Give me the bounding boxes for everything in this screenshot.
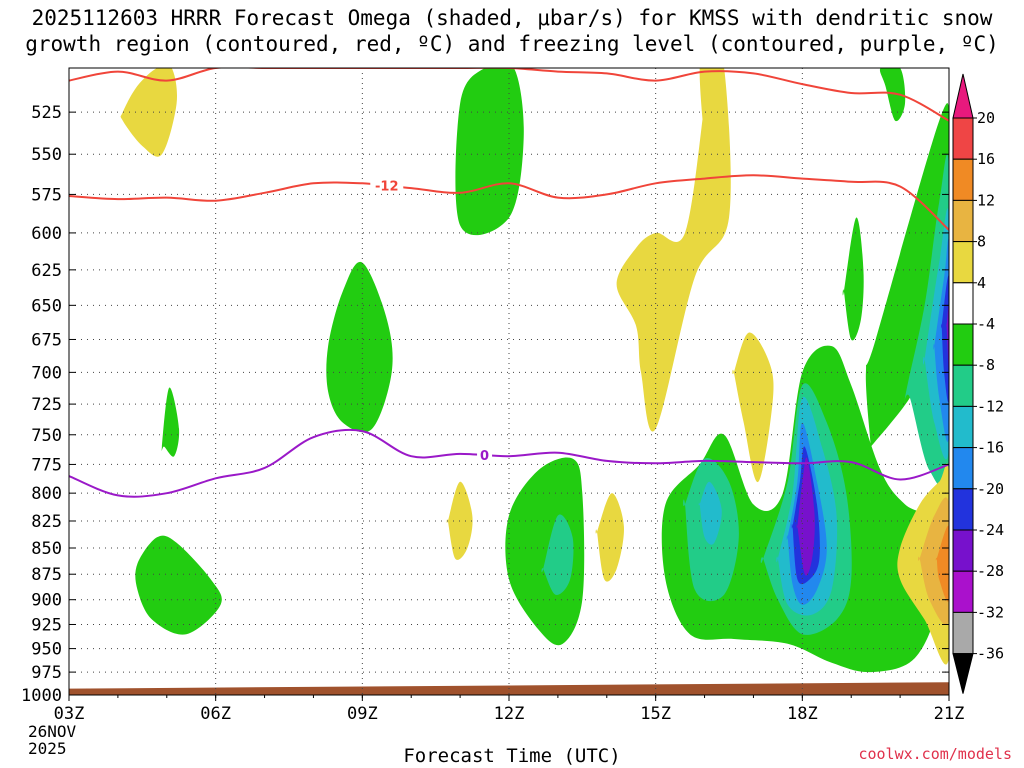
- colorbar-bin-4: [952, 241, 974, 284]
- contour-label-freezing_0C: 0: [480, 449, 489, 464]
- contour-dgz_-12C: [69, 174, 949, 231]
- colorbar-label--20: -20: [977, 480, 1004, 498]
- colorbar-bin-5: [952, 282, 974, 325]
- contour-label-bg-dgz_-12C: [370, 177, 404, 193]
- colorbar-label-8: 8: [977, 233, 986, 251]
- omega-pos2-21z: [918, 497, 949, 625]
- y-tick-label-900: 900: [31, 591, 62, 611]
- x-tick-label-03Z: 03Z: [54, 704, 85, 724]
- y-tick-label-650: 650: [31, 296, 62, 316]
- date-label-day: 26NOV: [28, 722, 77, 741]
- y-tick-label-625: 625: [31, 261, 62, 281]
- omega-neg-12z-low: [505, 457, 585, 646]
- colorbar-label-16: 16: [977, 150, 995, 168]
- y-tick-label-675: 675: [31, 330, 62, 350]
- x-tick-label-18Z: 18Z: [787, 704, 818, 724]
- omega-neg-05z-low: [135, 535, 222, 635]
- y-tick-label-775: 775: [31, 455, 62, 475]
- x-tick-label-09Z: 09Z: [347, 704, 378, 724]
- omega-neg3-16z: [698, 481, 722, 545]
- colorbar-label--8: -8: [977, 356, 995, 374]
- y-tick-label-750: 750: [31, 426, 62, 446]
- colorbar-bin-1: [952, 117, 974, 160]
- contour-labels: -12 0: [370, 177, 493, 464]
- colorbar-label--36: -36: [977, 645, 1004, 663]
- y-tick-label-800: 800: [31, 484, 62, 504]
- colorbar-label--12: -12: [977, 397, 1004, 415]
- x-tick-label-12Z: 12Z: [494, 704, 525, 724]
- colorbar-bin-13: [952, 611, 974, 655]
- omega-neg4-21z: [933, 239, 949, 442]
- x-tick-label-15Z: 15Z: [640, 704, 671, 724]
- omega-neg-19z-sliver: [842, 217, 864, 341]
- omega-neg-05z-small: [161, 387, 180, 457]
- colorbar-label-20: 20: [977, 109, 995, 127]
- omega-pos-17z: [732, 332, 774, 483]
- y-axis: 525 550 575 600 625 650 675 700 725 750 775 800 825 8…: [21, 103, 949, 706]
- omega-neg-20z-top: [879, 68, 906, 122]
- y-tick-label-875: 875: [31, 565, 62, 585]
- colorbar-label--32: -32: [977, 603, 1004, 621]
- colorbar-bin-6: [952, 323, 974, 366]
- colorbar-arrow-bottom: [952, 653, 974, 694]
- y-tick-label-950: 950: [31, 640, 62, 660]
- y-tick-label-975: 975: [31, 663, 62, 683]
- omega-neg2-12z: [541, 514, 574, 595]
- colorbar-bin-3: [952, 199, 974, 243]
- omega-neg6-21z: [946, 303, 949, 373]
- colorbar-label--24: -24: [977, 521, 1004, 539]
- chart-title-line-2: growth region (contoured, red, ºC) and f…: [25, 32, 999, 56]
- colorbar-bin-9: [952, 447, 974, 490]
- colorbar-bin-2: [952, 158, 974, 201]
- omega-pos3-21z: [935, 525, 949, 602]
- colorbar-bin-10: [952, 488, 974, 531]
- colorbar-label-12: 12: [977, 191, 995, 209]
- colorbar-label-4: 4: [977, 274, 986, 292]
- omega-neg-12z-top: [455, 68, 524, 236]
- omega-neg6-18z: [796, 457, 815, 576]
- omega-neg-09z: [326, 261, 393, 433]
- y-tick-label-725: 725: [31, 395, 62, 415]
- omega-pos-14z: [595, 493, 624, 582]
- colorbar-bin-12: [952, 570, 974, 613]
- omega-pos-05z-top: [120, 68, 177, 157]
- colorbar-label--28: -28: [977, 562, 1004, 580]
- y-tick-label-575: 575: [31, 185, 62, 205]
- y-tick-label-700: 700: [31, 363, 62, 383]
- chart-title-line-1: 2025112603 HRRR Forecast Omega (shaded, …: [31, 6, 993, 30]
- y-tick-label-925: 925: [31, 615, 62, 635]
- colorbar-bin-7: [952, 364, 974, 407]
- y-tick-label-525: 525: [31, 103, 62, 123]
- y-tick-label-850: 850: [31, 539, 62, 559]
- colorbar: 20 16 12 8 4 -4 -8 -12 -16 -20 -24 -28 -32 -36: [952, 73, 1004, 694]
- colorbar-label--4: -4: [977, 315, 995, 333]
- x-axis: 03Z 06Z 09Z 12Z 15Z 18Z 21Z: [54, 695, 965, 724]
- colorbar-bin-8: [952, 405, 974, 449]
- y-tick-label-550: 550: [31, 145, 62, 165]
- omega-pos-16z-top: [699, 68, 725, 174]
- colorbar-label--16: -16: [977, 439, 1004, 457]
- x-tick-label-06Z: 06Z: [200, 704, 231, 724]
- x-tick-label-21Z: 21Z: [934, 704, 965, 724]
- y-tick-label-1000: 1000: [21, 686, 62, 706]
- y-tick-label-600: 600: [31, 224, 62, 244]
- y-tick-label-825: 825: [31, 512, 62, 532]
- colorbar-arrow-top: [952, 73, 974, 119]
- date-label-year: 2025: [28, 739, 67, 758]
- omega-shading: [120, 68, 949, 673]
- contour-dgz_upper: [69, 68, 949, 122]
- contour-freezing_0C: [69, 428, 949, 498]
- colorbar-bin-11: [952, 529, 974, 572]
- contour-label-dgz_-12C: -12: [375, 180, 399, 195]
- credit-link[interactable]: coolwx.com/models: [858, 745, 1012, 763]
- omega-neg5-21z: [941, 275, 949, 403]
- contour-label-bg-freezing_0C: [477, 447, 493, 463]
- omega-pos-15z: [616, 68, 731, 432]
- contour-lines: [69, 68, 949, 498]
- x-axis-title: Forecast Time (UTC): [403, 745, 621, 767]
